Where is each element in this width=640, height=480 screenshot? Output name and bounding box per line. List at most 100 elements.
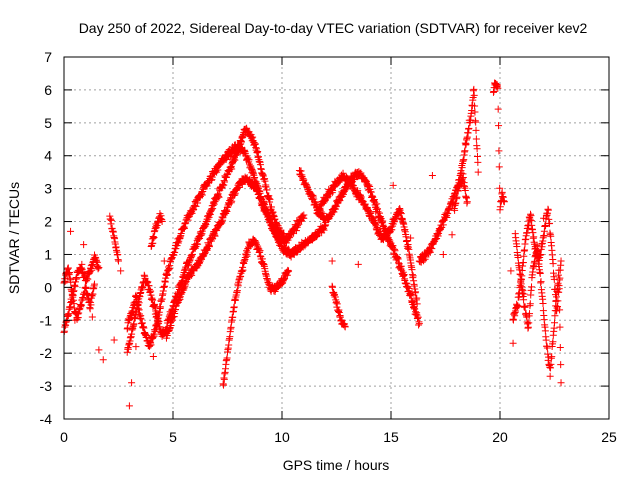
data-point — [470, 85, 478, 93]
data-point — [351, 176, 359, 184]
data-point — [88, 266, 96, 274]
data-point — [525, 319, 533, 327]
data-point — [107, 216, 115, 224]
x-tick-label: 10 — [274, 429, 290, 445]
data-point — [544, 206, 552, 214]
data-point — [472, 126, 480, 134]
data-point — [520, 290, 528, 298]
x-axis-label: GPS time / hours — [283, 457, 390, 473]
data-point — [86, 305, 94, 313]
data-point — [135, 299, 143, 307]
data-point — [67, 227, 75, 235]
data-point — [315, 211, 323, 219]
data-point — [268, 219, 276, 227]
data-point — [495, 163, 503, 171]
data-point — [254, 147, 262, 155]
data-point — [300, 214, 308, 222]
data-point — [472, 118, 480, 126]
data-point — [536, 270, 544, 278]
data-point — [61, 277, 69, 285]
data-point — [495, 122, 503, 130]
tick-labels: 0 5 10 15 20 25 -4 -3 -2 -1 0 1 2 3 4 5 6 7 — [40, 49, 617, 445]
data-point — [220, 381, 228, 389]
data-point — [507, 267, 515, 275]
data-point — [540, 214, 548, 222]
data-point — [128, 379, 136, 387]
data-point — [514, 302, 522, 310]
data-point — [542, 336, 550, 344]
data-point — [192, 202, 200, 210]
data-point — [267, 214, 275, 222]
data-point — [556, 323, 564, 331]
data-point — [414, 313, 422, 321]
data-point — [439, 250, 447, 258]
data-point — [407, 291, 415, 299]
data-point — [495, 147, 503, 155]
data-point — [554, 297, 562, 305]
data-point — [149, 239, 157, 247]
data-point — [223, 354, 231, 362]
data-point — [521, 246, 529, 254]
data-point — [151, 303, 159, 311]
data-point — [80, 241, 88, 249]
data-points — [60, 79, 565, 410]
data-point — [231, 156, 239, 164]
plot-frame — [63, 56, 610, 420]
data-point — [549, 260, 557, 268]
data-point — [88, 313, 96, 321]
data-point — [221, 178, 229, 186]
data-point — [115, 257, 122, 265]
data-point — [132, 343, 140, 351]
data-point — [551, 319, 558, 327]
y-tick-label: 7 — [44, 49, 52, 65]
data-point — [547, 360, 555, 368]
data-point — [95, 264, 103, 272]
data-point — [67, 278, 75, 286]
data-point — [428, 171, 436, 179]
data-point — [266, 195, 274, 203]
y-tick-label: -2 — [40, 345, 53, 361]
data-point — [473, 145, 481, 153]
data-point — [471, 108, 479, 116]
data-point — [260, 200, 268, 208]
data-point — [263, 186, 271, 194]
x-tick-label: 15 — [383, 429, 399, 445]
data-point — [87, 301, 95, 309]
y-tick-label: 2 — [44, 214, 52, 230]
data-point — [211, 232, 219, 240]
data-point — [341, 323, 349, 331]
data-point — [539, 300, 547, 308]
data-point — [547, 232, 555, 240]
grid-layer — [64, 57, 609, 419]
data-point — [513, 242, 521, 250]
y-tick-label: 6 — [44, 82, 52, 98]
data-point — [453, 193, 461, 201]
data-point — [519, 258, 527, 266]
tick-layer — [63, 56, 610, 420]
data-point — [391, 247, 399, 255]
y-tick-label: 0 — [44, 279, 52, 295]
data-point — [474, 158, 482, 166]
y-axis-label: SDTVAR / TECUs — [6, 182, 22, 294]
data-point — [333, 300, 341, 308]
data-point — [472, 135, 480, 143]
data-point — [541, 327, 549, 335]
data-point — [537, 278, 545, 286]
data-point — [494, 84, 502, 92]
data-point — [521, 303, 529, 311]
data-point — [160, 257, 168, 265]
data-point — [150, 332, 158, 340]
data-point — [474, 168, 482, 176]
data-point — [463, 198, 471, 206]
data-point — [328, 257, 336, 265]
data-point — [147, 341, 155, 349]
data-point — [470, 91, 478, 99]
y-tick-label: 3 — [44, 181, 52, 197]
data-point — [457, 169, 465, 177]
data-point — [526, 310, 534, 318]
data-point — [549, 338, 557, 346]
data-point — [556, 344, 564, 352]
data-point — [354, 260, 362, 268]
data-point — [461, 147, 469, 155]
